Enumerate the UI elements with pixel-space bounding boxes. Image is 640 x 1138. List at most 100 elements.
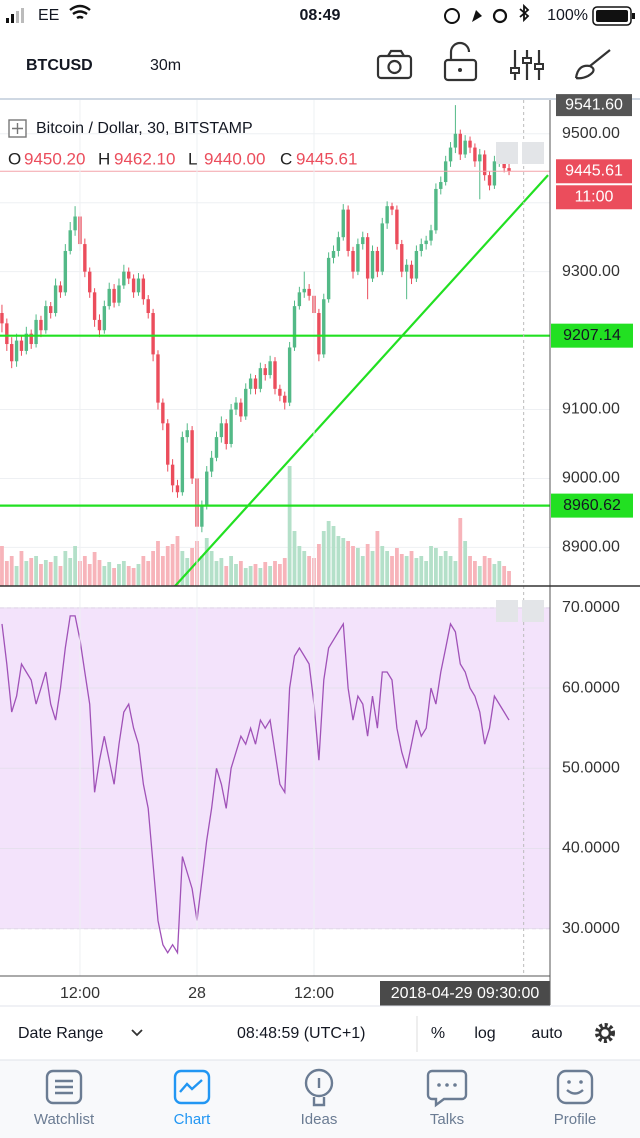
volume-bar [175,536,180,586]
volume-bar [307,556,312,586]
chart-tab[interactable]: Chart [174,1069,212,1128]
volume-bar [419,556,424,586]
volume-bar [63,551,68,586]
rsi-pane[interactable] [0,607,550,955]
candle-body [414,250,419,279]
volume-bar [502,566,507,586]
volume-bar [4,561,9,586]
x-tick-label: 28 [188,985,206,1002]
talks-tab[interactable]: Talks [426,1069,468,1128]
percent-toggle[interactable]: % [431,1025,445,1042]
candle-body [39,319,43,331]
volume-bar [209,551,214,586]
volume-bar [121,561,126,586]
date-range-button[interactable]: Date Range [18,1025,103,1042]
profile-tab[interactable]: Profile [554,1069,597,1128]
volume-bar [282,558,287,586]
candle-body [244,388,248,417]
candle-body [117,285,121,303]
settings-button[interactable] [510,50,544,80]
y-tick-label: 9000.00 [562,470,620,487]
candle-body [370,250,375,279]
candle-body [234,402,238,410]
volume-bar [112,568,116,586]
volume-bar [414,558,419,586]
volume-bar [355,548,360,586]
candle-body [331,250,336,258]
candle-body [307,288,311,296]
candle-body [385,206,389,224]
interval[interactable]: 30m [150,57,181,74]
candle-body [473,147,477,162]
candle-body [341,209,345,238]
volume-bar [136,564,141,586]
candle-body [19,340,24,351]
candle-body [317,313,321,355]
candle-body [404,264,409,272]
volume-bar [487,558,492,586]
candle-body [219,423,224,438]
camera-button[interactable] [376,49,413,80]
volume-bar [214,561,219,586]
volume-bar [156,541,160,586]
candle-body [107,288,111,307]
volume-bar [14,566,19,586]
y-tick-label: 50.0000 [562,759,620,776]
candle-body [468,140,472,148]
candle-body [322,299,326,355]
log-toggle[interactable]: log [474,1025,495,1042]
y-tick-label: 40.0000 [562,840,620,857]
volume-bar [224,566,229,586]
y-tick-label: 70.0000 [562,599,620,616]
chart-title: Bitcoin / Dollar, 30, BITSTAMP [36,120,253,137]
candle-body [507,168,511,172]
volume-bar [277,564,282,586]
ideas-tab[interactable]: Ideas [301,1068,338,1128]
candle-body [395,209,399,245]
candle-body [73,216,77,231]
watchlist-tab[interactable]: Watchlist [34,1069,95,1128]
y-tick-label: 9500.00 [562,125,620,142]
candle-body [68,230,72,251]
price-pane[interactable] [0,105,550,589]
y-tick-label: 60.0000 [562,679,620,696]
volume-bar [424,561,429,586]
volume-bar [258,568,263,586]
volume-bar [131,568,136,586]
volume-bar [443,551,448,586]
candle-body [429,230,433,241]
y-tick-label: 30.0000 [562,920,620,937]
volume-bar [292,531,297,586]
candle-body [287,347,292,403]
lock-button[interactable] [443,41,478,82]
volume-bar [404,556,409,586]
ohlc-value: 9462.10 [114,149,175,168]
trend-line [173,174,549,586]
candle-body [448,147,453,162]
volume-bar [448,556,453,586]
candle-body [34,319,38,345]
x-tick-label: 12:00 [294,985,334,1002]
candle-body [175,485,180,493]
volume-bar [316,544,321,586]
ohlc-key: L [188,149,197,168]
drawing-button[interactable] [574,49,611,80]
candle-body [361,237,365,245]
pane-button [496,142,518,164]
volume-bar [9,556,14,586]
settings-gear[interactable] [595,1023,615,1043]
candle-body [268,361,272,376]
volume-bar [336,536,341,586]
ohlc-key: H [98,149,110,168]
auto-toggle[interactable]: auto [531,1025,562,1042]
candle-body [263,368,267,376]
volume-bar [438,556,443,586]
volume-bar [492,564,497,586]
candle-body [478,154,482,162]
timezone[interactable]: 08:48:59 (UTC+1) [237,1025,366,1042]
candle-body [83,244,87,272]
volume-bar [87,564,92,586]
symbol[interactable]: BTCUSD [26,57,93,74]
high-label: 9541.60 [565,96,623,113]
tab-label: Chart [174,1111,212,1128]
